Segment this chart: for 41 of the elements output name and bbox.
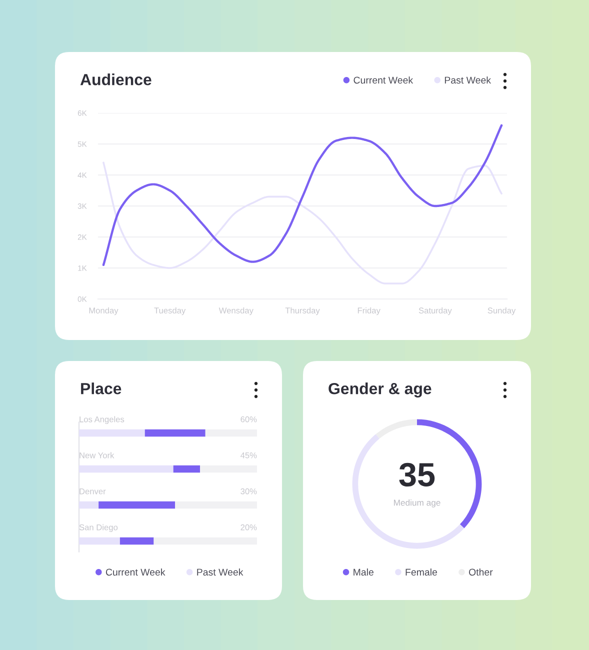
chart-title: Place [81, 382, 122, 394]
bar [120, 537, 154, 545]
annotation: 60% [240, 416, 257, 422]
chart-title: Audience [80, 74, 152, 86]
x-tick-label: Saturday [418, 307, 452, 316]
x-tick-label: Thursday [285, 307, 320, 316]
donut-slice [376, 419, 417, 439]
annotation: 30% [240, 488, 257, 494]
legend-label: Other [468, 568, 493, 576]
annotation: 20% [240, 524, 257, 530]
y-tick-label: New York [80, 452, 114, 458]
bar [79, 465, 174, 473]
x-tick-label: Friday [358, 307, 380, 316]
bar [79, 537, 120, 545]
bar [79, 429, 145, 437]
x-tick-label: Wensday [218, 307, 254, 316]
y-tick-label: San Diego [79, 524, 118, 532]
legend-label: Past Week [197, 568, 244, 576]
bar [205, 429, 257, 437]
bar [200, 465, 257, 473]
legend-label: Past Week [444, 76, 492, 84]
bar [175, 501, 257, 509]
bar [98, 501, 176, 509]
text: Medium age [394, 499, 440, 508]
x-tick-label: Tuesday [154, 307, 186, 316]
annotation: 45% [240, 452, 257, 458]
y-tick-label: Denver [80, 488, 106, 494]
y-tick-label: Los Angeles [80, 416, 124, 424]
x-tick-label: Monday [89, 307, 118, 316]
legend-label: Male [354, 568, 374, 576]
donut-slice [352, 434, 464, 549]
bar [144, 429, 206, 437]
legend-label: Current Week [354, 76, 414, 84]
bar [173, 465, 200, 473]
legend-label: Current Week [106, 568, 166, 576]
legend-label: Female [406, 568, 437, 576]
bar [154, 537, 257, 545]
x-tick-label: Sunday [488, 307, 516, 316]
text: 35 [399, 462, 435, 487]
chart-title: Gender & age [328, 382, 432, 398]
bar [79, 501, 99, 509]
